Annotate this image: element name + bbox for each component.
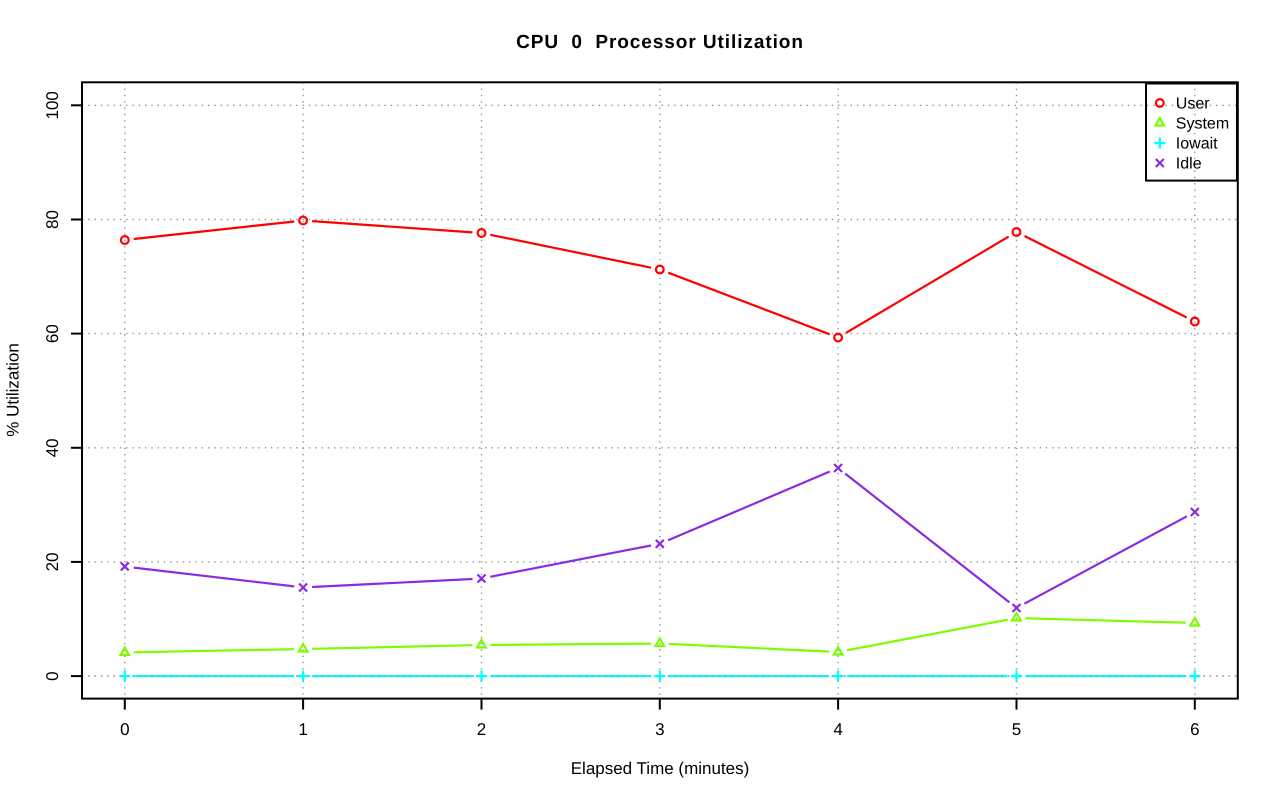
svg-text:System: System [1176, 115, 1229, 132]
svg-text:60: 60 [43, 324, 62, 343]
svg-text:% Utilization: % Utilization [4, 343, 23, 437]
svg-text:6: 6 [1190, 720, 1199, 739]
svg-text:80: 80 [43, 210, 62, 229]
svg-text:0: 0 [43, 671, 62, 680]
svg-text:Idle: Idle [1176, 155, 1202, 172]
svg-text:40: 40 [43, 438, 62, 457]
svg-text:5: 5 [1012, 720, 1021, 739]
svg-text:1: 1 [298, 720, 307, 739]
svg-text:0: 0 [120, 720, 129, 739]
svg-text:4: 4 [833, 720, 842, 739]
svg-text:CPU 0 Processor Utilization: CPU 0 Processor Utilization [516, 32, 804, 53]
svg-text:Elapsed Time (minutes): Elapsed Time (minutes) [571, 759, 750, 778]
svg-text:Iowait: Iowait [1176, 135, 1218, 152]
svg-text:3: 3 [655, 720, 664, 739]
svg-text:20: 20 [43, 552, 62, 571]
svg-text:100: 100 [43, 91, 62, 119]
svg-text:User: User [1176, 95, 1210, 112]
svg-text:2: 2 [477, 720, 486, 739]
